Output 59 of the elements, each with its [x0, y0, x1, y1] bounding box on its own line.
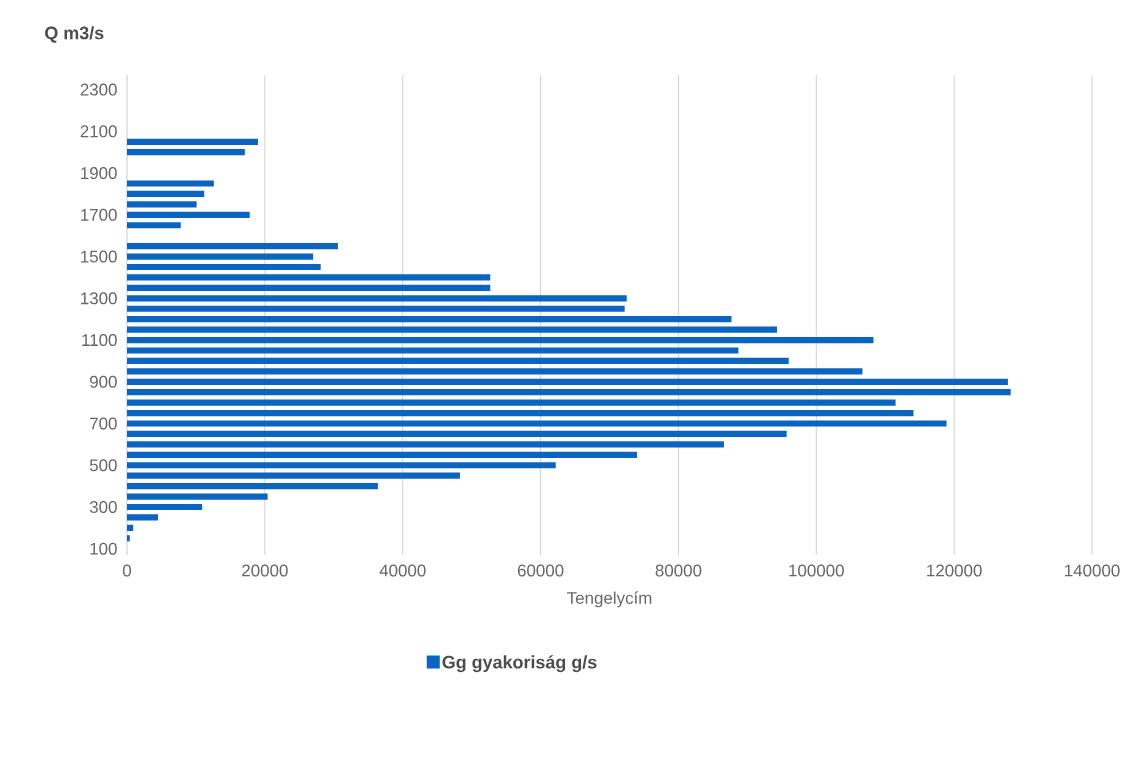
legend-label: Gg gyakoriság g/s — [442, 655, 597, 673]
bar — [127, 222, 181, 229]
y-tick-label: 500 — [89, 459, 117, 472]
y-tick-label: 2100 — [80, 125, 117, 138]
bar — [127, 368, 863, 375]
bar — [127, 201, 197, 208]
bar — [127, 211, 250, 218]
bar — [127, 149, 245, 156]
bar — [127, 336, 874, 344]
y-tick-label: 1300 — [81, 292, 117, 305]
bar — [127, 451, 638, 458]
bar — [127, 263, 321, 271]
y-tick-label: 300 — [89, 501, 117, 513]
y-tick-label: 1100 — [82, 334, 117, 347]
bar — [127, 409, 914, 417]
bar — [127, 378, 1008, 385]
bar — [127, 190, 205, 198]
y-tick-label: 2300 — [80, 83, 117, 96]
bar — [127, 483, 378, 490]
y-tick-label: 1700 — [81, 208, 117, 221]
bar — [127, 441, 724, 448]
bar — [127, 389, 1011, 396]
x-tick-label: 40000 — [379, 564, 426, 577]
bar — [127, 493, 268, 500]
x-axis-title: Tengelycím — [567, 591, 652, 608]
y-tick-label: 100 — [90, 542, 117, 555]
y-tick-label: 1900 — [81, 167, 117, 180]
bar — [127, 326, 777, 333]
bar — [127, 503, 203, 511]
bar — [127, 253, 314, 260]
bar — [127, 535, 130, 542]
bar — [127, 462, 556, 469]
bar — [127, 243, 338, 250]
bar — [127, 420, 947, 427]
bar — [127, 138, 258, 145]
bar — [127, 274, 491, 281]
bar — [127, 305, 625, 312]
x-tick-label: 120000 — [927, 564, 982, 577]
x-tick-label: 20000 — [242, 564, 288, 577]
bar — [127, 284, 491, 291]
bar — [127, 357, 789, 365]
bar — [127, 295, 627, 302]
y-tick-label: 700 — [90, 417, 117, 430]
bar — [127, 524, 134, 531]
x-tick-label: 100000 — [789, 564, 844, 577]
y-tick-label: 900 — [90, 375, 117, 388]
x-tick-label: 80000 — [655, 564, 702, 577]
x-tick-label: 60000 — [517, 564, 564, 577]
bar — [127, 399, 896, 406]
bar — [127, 347, 739, 354]
bar — [127, 180, 214, 187]
x-tick-label: 140000 — [1065, 564, 1120, 577]
y-axis-title: Q m3/s — [45, 26, 104, 43]
y-tick-label: 1500 — [81, 250, 117, 263]
bar — [127, 316, 732, 323]
bar — [127, 430, 787, 438]
bar — [127, 472, 460, 479]
bar — [127, 514, 159, 521]
x-tick-label: 0 — [122, 564, 132, 577]
